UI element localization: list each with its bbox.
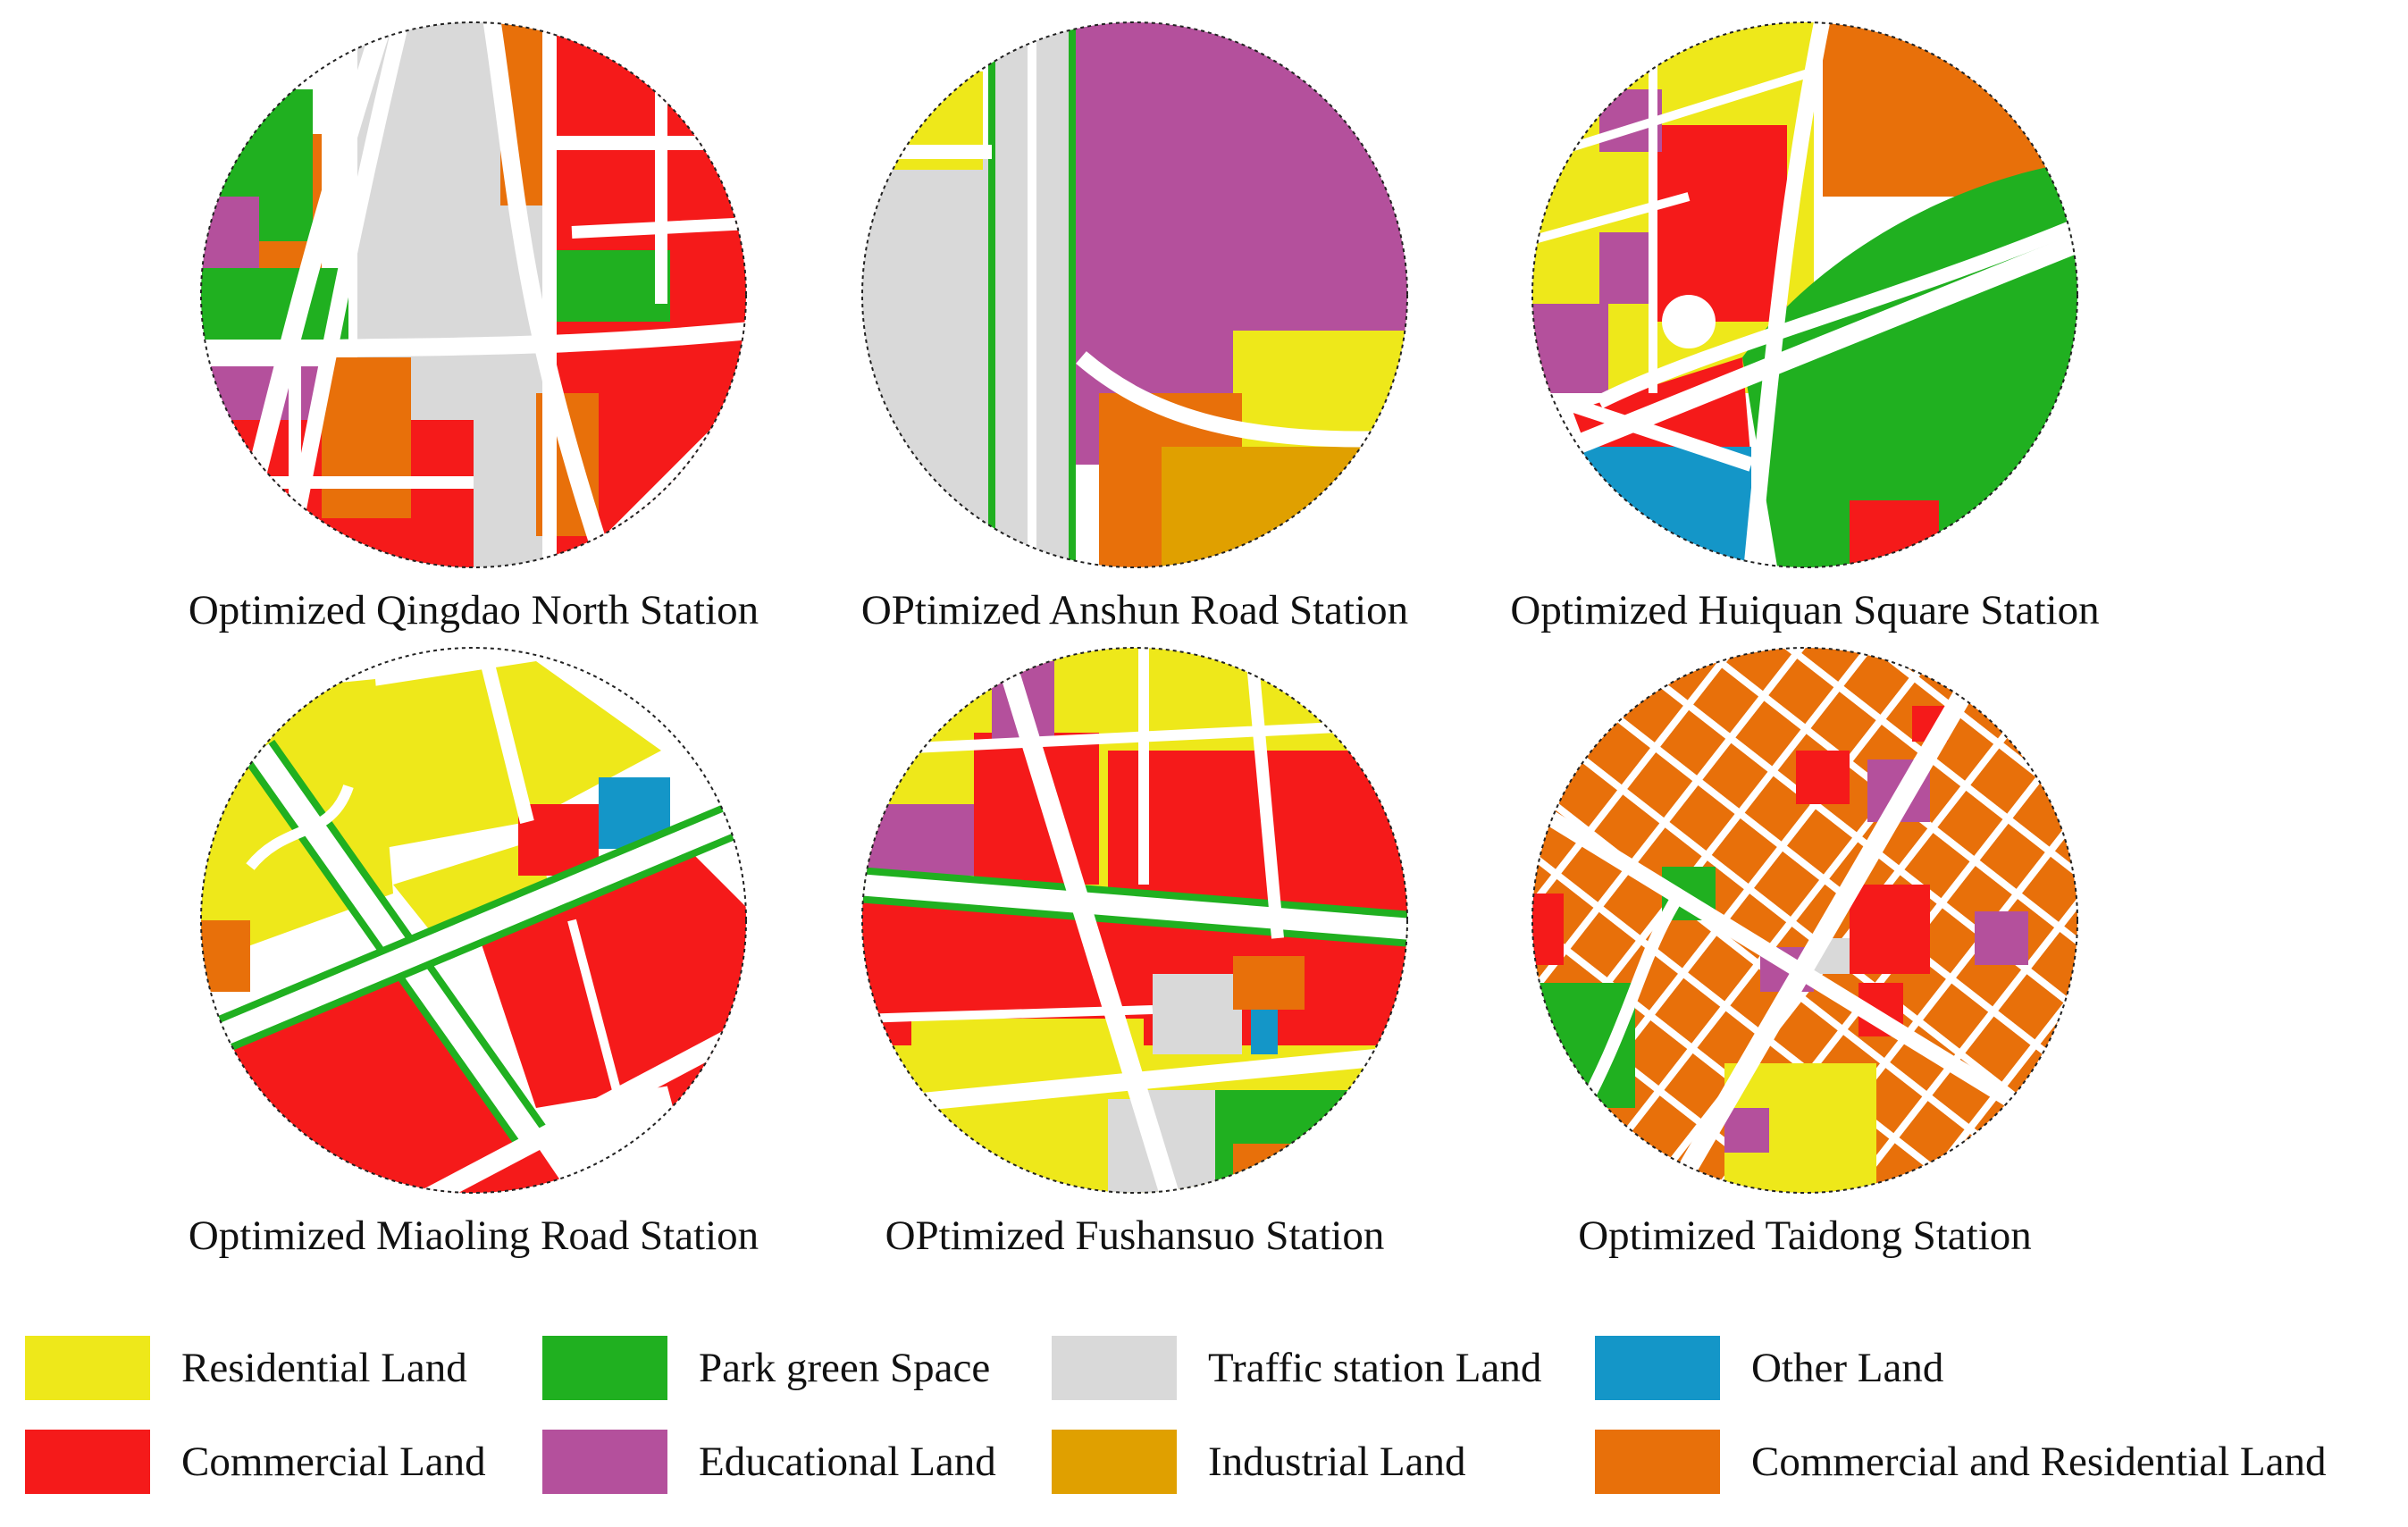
caption-taidong: Optimized Taidong Station [1578,1212,2032,1259]
legend-label-other: Other Land [1751,1345,1944,1391]
map-anshun-road-drawing [861,21,1408,568]
caption-miaoling-road: Optimized Miaoling Road Station [188,1212,759,1259]
legend-swatch-traffic [1052,1336,1177,1400]
legend-label-educational: Educational Land [699,1439,996,1485]
caption-fushansuo: OPtimized Fushansuo Station [885,1212,1385,1259]
map-fushansuo-drawing [861,647,1408,1194]
legend-swatch-industrial [1052,1430,1177,1494]
map-taidong-drawing [1531,647,2078,1194]
legend-swatch-residential [25,1336,150,1400]
map-miaoling-road [197,643,751,1197]
legend-swatch-other [1595,1336,1720,1400]
map-miaoling-road-drawing [200,647,747,1194]
map-anshun-road [858,18,1412,572]
legend-swatch-commercial [25,1430,150,1494]
legend-label-commercial: Commercial Land [181,1439,486,1485]
map-qingdao-north-drawing [200,21,747,568]
legend-label-residential: Residential Land [181,1345,467,1391]
legend-swatch-commercial-residential [1595,1430,1720,1494]
legend-label-industrial: Industrial Land [1208,1439,1466,1485]
map-qingdao-north [197,18,751,572]
legend-swatch-educational [542,1430,667,1494]
legend-label-park: Park green Space [699,1345,991,1391]
map-taidong [1528,643,2082,1197]
map-fushansuo [858,643,1412,1197]
map-huiquan-square-drawing [1531,21,2078,568]
legend-label-traffic: Traffic station Land [1208,1345,1542,1391]
map-huiquan-square [1528,18,2082,572]
legend-label-commercial-residential: Commercial and Residential Land [1751,1439,2327,1485]
caption-qingdao-north: Optimized Qingdao North Station [188,587,759,633]
caption-anshun-road: OPtimized Anshun Road Station [860,587,1409,633]
legend-swatch-park [542,1336,667,1400]
caption-huiquan-square: Optimized Huiquan Square Station [1510,587,2100,633]
